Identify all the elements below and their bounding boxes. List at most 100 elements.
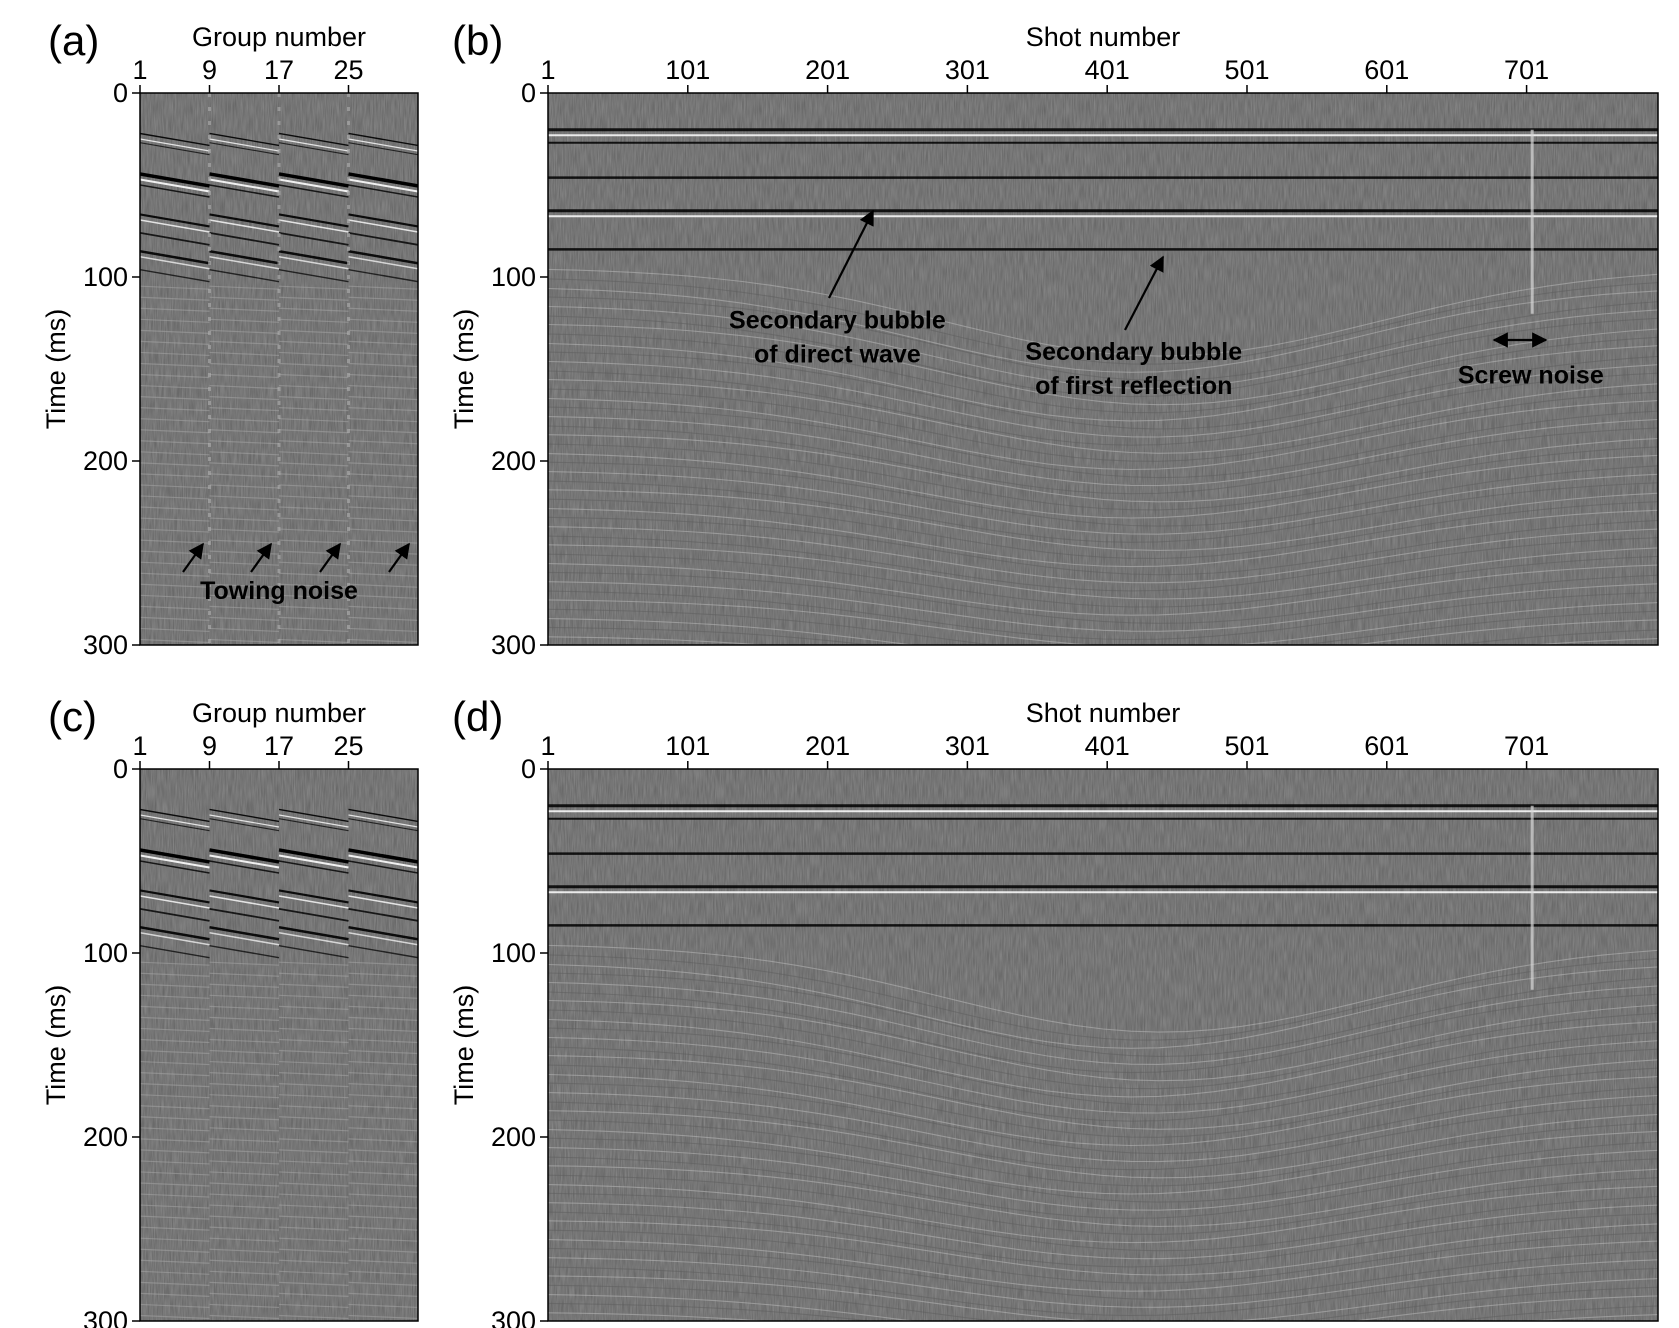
seismic-event (209, 1127, 280, 1132)
arrow-icon (319, 542, 341, 573)
x-axis-title: Shot number (1026, 22, 1181, 52)
seismic-event (140, 318, 210, 323)
x-tick-label: 201 (805, 731, 850, 761)
seismic-event (209, 142, 280, 156)
seismic-reflector (548, 1147, 1658, 1211)
seismic-event (209, 561, 280, 566)
seismic-event (278, 1270, 349, 1275)
seismic-event (209, 285, 280, 290)
seismic-event (348, 1292, 418, 1297)
seismic-reflector (548, 526, 1658, 584)
seismic-event (140, 373, 210, 379)
x-tick-label: 701 (1504, 55, 1549, 85)
seismic-event (348, 1060, 418, 1066)
seismic-event (140, 1083, 210, 1088)
seismic-event (278, 926, 349, 941)
seismic-event (348, 572, 418, 577)
seismic-event (278, 429, 349, 434)
seismic-event (140, 1259, 210, 1264)
seismic-event (140, 219, 210, 233)
seismic-event (348, 638, 418, 644)
seismic-reflector (548, 972, 1658, 1057)
seismic-event (278, 1105, 349, 1110)
panel-a: (a) Group number 1 9 17 25 Time (ms) 0 100 200 300… (41, 17, 419, 660)
seismic-event (348, 351, 418, 357)
seismic-event (209, 961, 280, 966)
seismic-event (140, 340, 210, 345)
arrow-icon (828, 209, 874, 299)
seismic-event (278, 818, 349, 832)
seismic-event (348, 1038, 418, 1044)
seismic-event (140, 605, 210, 610)
x-tick-label: 1 (132, 731, 147, 761)
seismic-event (278, 1083, 349, 1088)
seismic-event (209, 932, 280, 946)
seismic-event (209, 184, 280, 198)
seismic-event (348, 616, 418, 621)
y-tick-label: 0 (521, 78, 536, 108)
seismic-event (348, 1226, 418, 1231)
seismic-reflector (548, 1220, 1658, 1276)
seismic-event (348, 814, 418, 828)
seismic-event (278, 1027, 349, 1033)
x-tick-label: 17 (264, 731, 294, 761)
seismic-event (140, 495, 210, 500)
y-axis-title: Time (ms) (41, 985, 71, 1105)
seismic-event (140, 1182, 210, 1187)
seismic-event (348, 818, 418, 832)
seismic-reflector (548, 379, 1658, 454)
seismic-event (348, 268, 418, 283)
seismic-event (278, 961, 349, 966)
seismic-event (278, 1094, 349, 1099)
seismic-reflector (548, 1275, 1658, 1321)
seismic-event (278, 627, 349, 633)
seismic-reflector (548, 1192, 1658, 1252)
x-tick-label: 25 (333, 55, 363, 85)
seismic-event (140, 138, 210, 152)
seismic-event (278, 1259, 349, 1264)
seismic-event (140, 854, 210, 869)
seismic-event (209, 528, 280, 533)
seismic-event (140, 1270, 210, 1275)
seismic-event (278, 213, 349, 228)
seismic-event (278, 814, 349, 828)
seismic-reflector (548, 1036, 1658, 1114)
seismic-event (348, 1215, 418, 1220)
seismic-event (140, 818, 210, 832)
seismic-event (209, 1292, 280, 1297)
seismic-event (348, 250, 418, 265)
seismic-event (140, 184, 210, 198)
seismic-event (278, 1005, 349, 1010)
seismic-event (278, 1226, 349, 1231)
seismic-reflector (548, 1211, 1658, 1268)
seismic-reflector (548, 1129, 1658, 1195)
seismic-event (209, 440, 280, 445)
seismic-reflector (548, 498, 1658, 559)
seismic-reflector (548, 636, 1658, 645)
seismic-event (348, 231, 418, 246)
seismic-event (209, 132, 280, 147)
y-tick-label: 100 (83, 262, 128, 292)
seismic-event (348, 1016, 418, 1021)
seismic-event (140, 638, 210, 644)
seismic-event (140, 1127, 210, 1132)
seismic-event (209, 318, 280, 323)
seismic-event (348, 429, 418, 434)
seismic-reflector (548, 370, 1658, 446)
seismic-event (209, 138, 280, 152)
x-tick-label: 101 (665, 731, 710, 761)
seismic-reflector (548, 508, 1658, 568)
seismic-event (140, 307, 210, 312)
seismic-reflector (548, 1229, 1658, 1284)
seismic-event (348, 1116, 418, 1121)
seismic-event (140, 1049, 210, 1055)
seismic-event (140, 268, 210, 283)
seismic-event (140, 1116, 210, 1121)
seismic-event (209, 860, 280, 874)
seismic-event (209, 1270, 280, 1275)
seismic-event (278, 296, 349, 301)
seismic-event (209, 1105, 280, 1110)
seismic-event (209, 1094, 280, 1099)
seismic-event (140, 429, 210, 434)
